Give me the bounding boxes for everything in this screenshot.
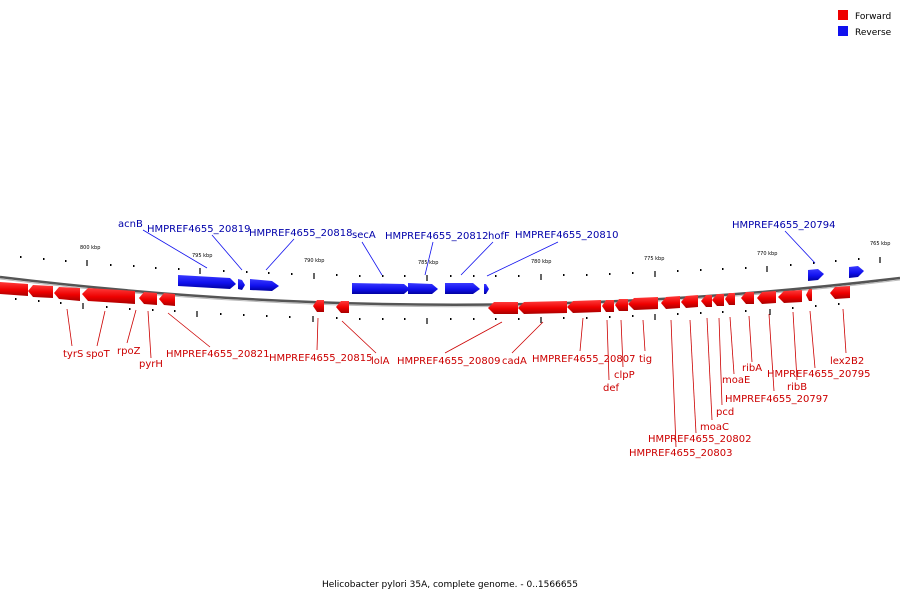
gene-label-moae[interactable]: moaE [722,375,750,386]
gene-label-hmpref4655-20807[interactable]: HMPREF4655_20807 [532,354,635,365]
gene-label-hmpref4655-20815[interactable]: HMPREF4655_20815 [269,353,372,364]
gene-label-tyrs[interactable]: tyrS [63,349,83,360]
scale-label: 775 kbp [644,256,664,262]
gene-arrow-reverse[interactable] [484,284,489,294]
gene-label-acnb[interactable]: acnB [118,219,143,230]
gene-arrow-forward[interactable] [661,296,680,309]
gene-label-hmpref4655-20794[interactable]: HMPREF4655_20794 [732,220,835,231]
gene-arrow-forward[interactable] [757,291,776,304]
gene-label-lola[interactable]: lolA [371,356,390,367]
gene-label-rpoz[interactable]: rpoZ [117,346,141,357]
gene-label-def[interactable]: def [603,383,620,394]
gene-arrow-forward[interactable] [54,287,80,301]
gene-arrow-reverse[interactable] [238,279,245,290]
scale-label: 790 kbp [304,258,324,264]
gene-arrow-reverse[interactable] [352,283,410,294]
gene-label-hmpref4655-20819[interactable]: HMPREF4655_20819 [147,224,250,235]
gene-arrow-forward[interactable] [567,300,601,313]
legend-reverse-label: Reverse [855,28,892,38]
gene-arrow-forward[interactable] [830,286,850,299]
gene-label-tig[interactable]: tig [639,354,652,365]
gene-arrow-forward[interactable] [336,301,349,313]
gene-label-seca[interactable]: secA [352,230,376,241]
gene-label-hmpref4655-20809[interactable]: HMPREF4655_20809 [397,356,500,367]
gene-arrow-forward[interactable] [681,295,698,308]
gene-label-cada[interactable]: cadA [502,356,527,367]
legend: Forward Reverse [838,10,892,38]
reverse-gene-labels: acnB HMPREF4655_20819 HMPREF4655_20818 s… [118,219,835,242]
gene-arrow-forward[interactable] [139,292,157,305]
gene-arrow-forward[interactable] [82,288,135,304]
gene-arrow-reverse[interactable] [445,283,480,294]
gene-arrow-forward[interactable] [712,294,724,306]
gene-label-hmpref4655-20810[interactable]: HMPREF4655_20810 [515,230,618,241]
scale-dots [15,256,860,320]
gene-arrow-forward[interactable] [741,292,754,304]
gene-label-hmpref4655-20797[interactable]: HMPREF4655_20797 [725,394,828,405]
gene-arrow-forward[interactable] [0,282,28,296]
legend-forward-label: Forward [855,12,891,22]
gene-arrow-forward[interactable] [725,293,735,305]
scale-labels: 800 kbp 795 kbp 790 kbp 785 kbp 780 kbp … [80,241,890,266]
gene-label-hmpref4655-20795[interactable]: HMPREF4655_20795 [767,369,870,380]
gene-label-hoff[interactable]: hofF [488,231,510,242]
gene-arrow-forward[interactable] [488,302,518,314]
gene-arrow-reverse[interactable] [178,275,236,289]
gene-label-lex2b2[interactable]: lex2B2 [830,356,864,367]
forward-strand [0,282,850,314]
gene-arrow-reverse[interactable] [849,266,864,278]
scale-label: 795 kbp [192,253,212,259]
gene-arrow-forward[interactable] [628,297,658,310]
gene-label-hmpref4655-20812[interactable]: HMPREF4655_20812 [385,231,488,242]
gene-label-hmpref4655-20818[interactable]: HMPREF4655_20818 [249,228,352,239]
gene-arrow-forward[interactable] [602,300,614,312]
gene-arrow-forward[interactable] [28,285,53,298]
gene-arrow-reverse[interactable] [250,279,279,291]
gene-label-riba[interactable]: ribA [742,363,762,374]
gene-arrow-forward[interactable] [701,295,712,307]
genome-backbone [0,275,900,306]
gene-arrow-forward[interactable] [159,293,175,306]
forward-leader-lines [66,308,847,448]
gene-label-spot[interactable]: spoT [86,349,111,360]
gene-arrow-forward[interactable] [778,290,802,303]
legend-forward-swatch [838,10,848,20]
gene-label-pyrh[interactable]: pyrH [139,359,163,370]
gene-label-hmpref4655-20802[interactable]: HMPREF4655_20802 [648,434,751,445]
gene-label-hmpref4655-20821[interactable]: HMPREF4655_20821 [166,349,269,360]
gene-arrow-forward[interactable] [313,300,324,312]
scale-ticks [82,257,881,324]
reverse-strand [178,266,864,294]
gene-arrow-forward[interactable] [518,301,567,314]
gene-label-moac[interactable]: moaC [700,422,729,433]
forward-gene-labels: tyrS spoT rpoZ pyrH HMPREF4655_20821 HMP… [63,346,870,459]
gene-arrow-reverse[interactable] [808,269,824,281]
gene-label-ribb[interactable]: ribB [787,382,807,393]
legend-reverse-swatch [838,26,848,36]
reverse-leader-lines [142,229,816,277]
gene-label-hmpref4655-20803[interactable]: HMPREF4655_20803 [629,448,732,459]
gene-arrow-reverse[interactable] [408,283,438,294]
scale-label: 770 kbp [757,251,777,257]
gene-label-clpp[interactable]: clpP [614,370,635,381]
scale-label: 780 kbp [531,259,551,265]
gene-arrow-forward[interactable] [806,289,812,301]
gene-label-pcd[interactable]: pcd [716,407,734,418]
scale-label: 800 kbp [80,245,100,251]
gene-arrow-forward[interactable] [615,299,628,311]
genome-caption: Helicobacter pylori 35A, complete genome… [322,580,578,590]
scale-label: 765 kbp [870,241,890,247]
